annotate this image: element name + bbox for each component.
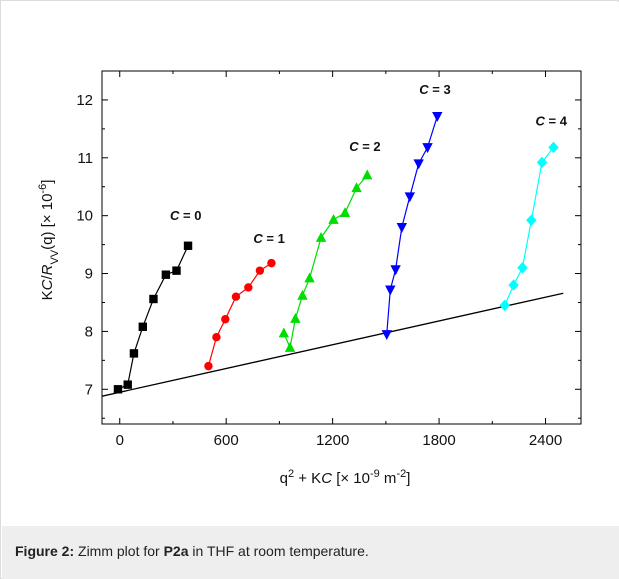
data-point	[267, 258, 276, 268]
data-point	[231, 292, 241, 301]
data-point	[548, 141, 559, 154]
baseline-line	[102, 292, 564, 397]
y-tick-label: 9	[85, 266, 93, 283]
data-point	[536, 156, 548, 169]
data-point	[138, 322, 148, 331]
data-point	[362, 169, 373, 180]
series-0	[113, 241, 193, 394]
data-point	[351, 182, 362, 193]
series-label: C = 1	[253, 231, 284, 246]
data-point	[123, 380, 132, 389]
series-label: C = 3	[419, 82, 450, 97]
data-point	[432, 111, 443, 122]
figure-caption: Figure 2: Zimm plot for P2a in THF at ro…	[2, 526, 619, 579]
plot-frame	[101, 70, 582, 425]
data-point	[517, 262, 528, 274]
caption-text-before: Zimm plot for	[78, 543, 164, 559]
x-tick-label: 600	[214, 432, 239, 449]
data-point	[328, 214, 339, 224]
y-tick-label: 10	[76, 208, 93, 225]
x-tick-label: 1200	[316, 432, 349, 449]
series-line	[283, 174, 368, 350]
y-tick-label: 7	[85, 381, 93, 398]
series-2	[278, 169, 373, 352]
data-point	[183, 241, 193, 250]
data-point	[508, 279, 519, 291]
data-point	[297, 289, 308, 300]
data-point	[381, 330, 392, 341]
data-point	[113, 385, 123, 394]
series-1	[204, 258, 276, 371]
data-point	[149, 294, 158, 304]
series-layer	[113, 111, 559, 394]
data-point	[390, 265, 401, 276]
x-tick-label: 1800	[422, 432, 455, 449]
series-label: C = 4	[536, 113, 568, 128]
data-point	[404, 192, 416, 203]
data-point	[161, 270, 171, 279]
caption-text-after: in THF at room temperature.	[188, 543, 369, 559]
x-tick-label: 2400	[529, 432, 562, 449]
series-4	[499, 141, 559, 312]
caption-label: Figure 2:	[15, 543, 75, 559]
data-point	[413, 159, 424, 170]
data-point	[499, 299, 510, 312]
data-point	[396, 223, 408, 233]
series-label: C = 2	[349, 139, 380, 154]
y-tick-label: 12	[76, 92, 93, 109]
y-axis-title: KC/RVV(q) [× 10-6]	[37, 180, 61, 301]
data-point	[221, 315, 230, 324]
data-point	[212, 332, 221, 342]
data-point	[278, 327, 290, 338]
data-point	[526, 214, 537, 227]
data-point	[339, 207, 351, 217]
series-labels-layer: C = 0 C = 1 C = 2 C = 3 C = 4	[170, 82, 568, 246]
data-point	[284, 341, 296, 352]
y-tick-label: 11	[77, 150, 93, 167]
data-point	[385, 285, 396, 296]
data-point	[172, 266, 181, 275]
caption-compound: P2a	[163, 543, 189, 559]
baseline-layer	[102, 292, 564, 397]
data-point	[204, 361, 213, 371]
data-point	[129, 349, 139, 358]
data-point	[304, 272, 315, 283]
series-line	[207, 262, 272, 367]
data-point	[422, 143, 433, 154]
x-tick-label: 0	[116, 432, 124, 449]
data-point	[255, 266, 265, 275]
data-point	[290, 312, 301, 323]
axis-ticks: 0 600 1200 1800 2400 7 8 9 10 11 12	[76, 71, 581, 449]
series-label: C = 0	[170, 208, 201, 223]
data-point	[315, 231, 327, 242]
y-tick-label: 8	[85, 323, 93, 340]
data-point	[244, 283, 253, 292]
x-axis-title: q2 + KC [× 10-9 m-2]	[280, 468, 411, 487]
series-3	[381, 111, 443, 341]
